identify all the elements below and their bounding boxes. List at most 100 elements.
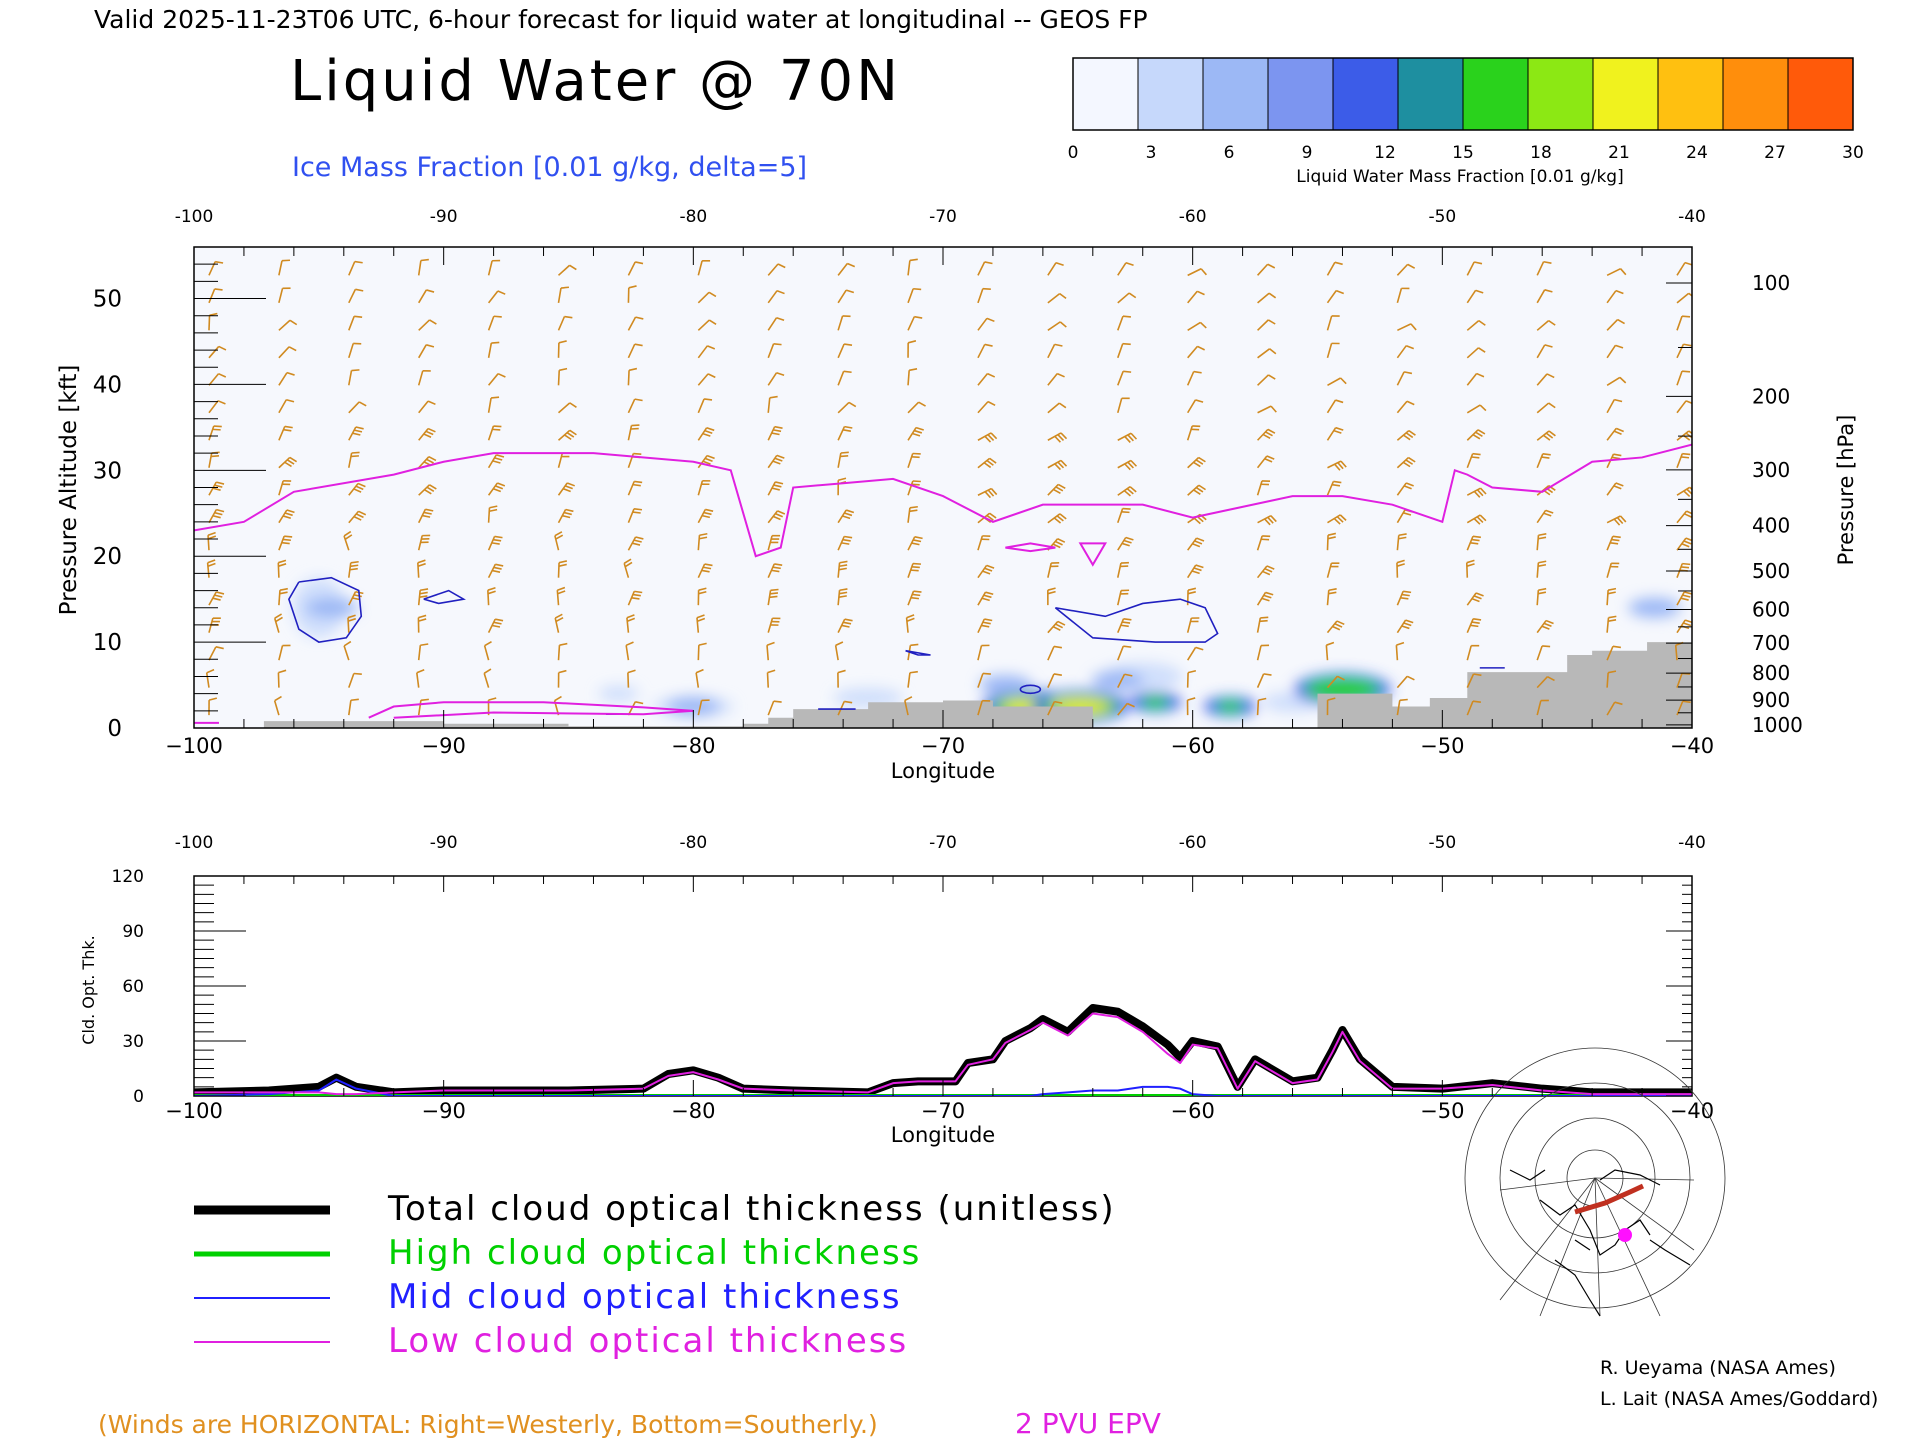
wind-barb-staff xyxy=(278,590,281,606)
wind-barb-flag xyxy=(207,559,216,564)
wind-barb-staff xyxy=(208,373,220,386)
wind-barb xyxy=(1466,429,1486,441)
wind-barb-flag xyxy=(1266,565,1275,570)
wind-barb-staff xyxy=(627,398,636,414)
wind-barb xyxy=(1256,480,1271,496)
wind-barb-flag xyxy=(1198,456,1206,463)
wind-barb-flag xyxy=(772,566,781,570)
wind-barb xyxy=(343,530,353,551)
wind-barb-flag xyxy=(1403,434,1411,441)
wind-barb xyxy=(348,426,364,441)
wind-barb-flag xyxy=(278,559,287,564)
wind-barb-flag xyxy=(698,590,707,595)
wind-barb-flag xyxy=(1405,432,1414,439)
wind-barb-staff xyxy=(834,645,839,661)
wind-barb xyxy=(208,697,218,716)
wind-barb-flag xyxy=(495,485,504,490)
wind-barb-flag xyxy=(1406,675,1415,681)
wind-barb-staff xyxy=(1047,432,1062,441)
wind-barb xyxy=(1186,587,1197,606)
wind-barb-staff xyxy=(206,562,210,578)
wind-barb-flag xyxy=(634,398,643,402)
wind-barb-staff xyxy=(348,562,352,578)
wind-barb-flag xyxy=(701,569,710,573)
wind-barb-staff xyxy=(977,564,988,579)
wind-barb-staff xyxy=(1396,263,1409,276)
wind-barb-flag xyxy=(1615,427,1624,433)
wind-barb-flag xyxy=(1270,405,1277,413)
wind-barb xyxy=(696,614,706,633)
wind-barb-flag xyxy=(350,564,359,568)
bottom-x-tick-label-lower: −60 xyxy=(1171,1099,1215,1123)
pressure-tick-label: 1000 xyxy=(1752,713,1803,737)
wind-barb xyxy=(1047,483,1066,496)
wind-barb xyxy=(1606,344,1624,359)
wind-barb xyxy=(1395,641,1405,661)
wind-barb-flag xyxy=(420,258,429,262)
epv-label: 2 PVU EPV xyxy=(1015,1407,1161,1440)
wind-barb xyxy=(977,432,998,443)
wind-barb xyxy=(907,480,921,496)
wind-barb xyxy=(1676,452,1691,469)
wind-barb xyxy=(627,316,644,331)
wind-barb-flag xyxy=(1334,463,1341,471)
wind-barb-flag xyxy=(1328,591,1337,595)
wind-barb-flag xyxy=(1466,559,1475,564)
wind-barb-flag xyxy=(984,567,993,572)
wind-barb-flag xyxy=(560,286,570,289)
wind-barb-flag xyxy=(1408,429,1416,436)
wind-barb-flag xyxy=(909,509,918,513)
wind-barb-flag xyxy=(1336,675,1345,681)
wind-barb-staff xyxy=(1606,376,1621,386)
wind-barb xyxy=(907,535,923,551)
wind-barb xyxy=(907,287,922,304)
wind-barb-flag xyxy=(985,591,994,596)
wind-barb-staff xyxy=(697,700,703,716)
wind-barb xyxy=(907,401,926,414)
wind-barb-flag xyxy=(207,531,216,536)
wind-barb-flag xyxy=(1612,535,1621,539)
wind-barb-staff xyxy=(1396,429,1410,441)
wind-barb-flag xyxy=(1611,538,1620,542)
wind-barb-flag xyxy=(1121,542,1130,547)
wind-barb-flag xyxy=(355,288,364,292)
wind-barb-staff xyxy=(1676,510,1688,524)
wind-barb xyxy=(483,640,492,661)
wind-barb-flag xyxy=(1193,517,1201,525)
wind-barb-staff xyxy=(1256,700,1260,716)
wind-barb-staff xyxy=(1466,347,1480,359)
wind-barb xyxy=(697,291,717,304)
valid-line: Valid 2025-11-23T06 UTC, 6-hour forecast… xyxy=(94,5,1148,34)
wind-barb-flag xyxy=(1401,593,1410,597)
wind-barb xyxy=(1326,315,1340,331)
wind-barb-staff xyxy=(1396,509,1406,524)
wind-barb-staff xyxy=(278,645,284,661)
wind-barb-flag xyxy=(350,455,359,458)
wind-barb-flag xyxy=(1125,536,1134,541)
wind-barb-staff xyxy=(977,618,986,633)
wind-barb-flag xyxy=(417,562,426,567)
wind-barb-flag xyxy=(840,451,849,454)
wind-barb-flag xyxy=(912,593,921,597)
wind-barb-staff xyxy=(837,701,845,716)
colorbar-tick-label: 21 xyxy=(1608,143,1630,163)
wind-barb-flag xyxy=(1199,321,1207,329)
wind-barb-flag xyxy=(491,396,500,399)
colorbar-cell xyxy=(1593,58,1659,130)
wind-barb-staff xyxy=(1187,321,1201,331)
wind-barb-flag xyxy=(497,372,506,378)
top-y-tick-label: 20 xyxy=(93,544,122,570)
wind-barb xyxy=(348,288,364,304)
wind-barb-staff xyxy=(1396,675,1408,689)
top-y-tick-label: 10 xyxy=(93,630,122,656)
wind-barb xyxy=(837,289,855,304)
wind-barb xyxy=(557,482,575,496)
wind-barb xyxy=(977,618,993,633)
wind-barb-flag xyxy=(698,642,707,646)
wind-barb-staff xyxy=(1676,537,1687,551)
wind-barb xyxy=(1326,426,1344,441)
wind-barb xyxy=(767,342,782,359)
wind-barb-staff xyxy=(1187,456,1200,469)
wind-barb-staff xyxy=(977,700,983,716)
wind-barb xyxy=(977,487,998,499)
